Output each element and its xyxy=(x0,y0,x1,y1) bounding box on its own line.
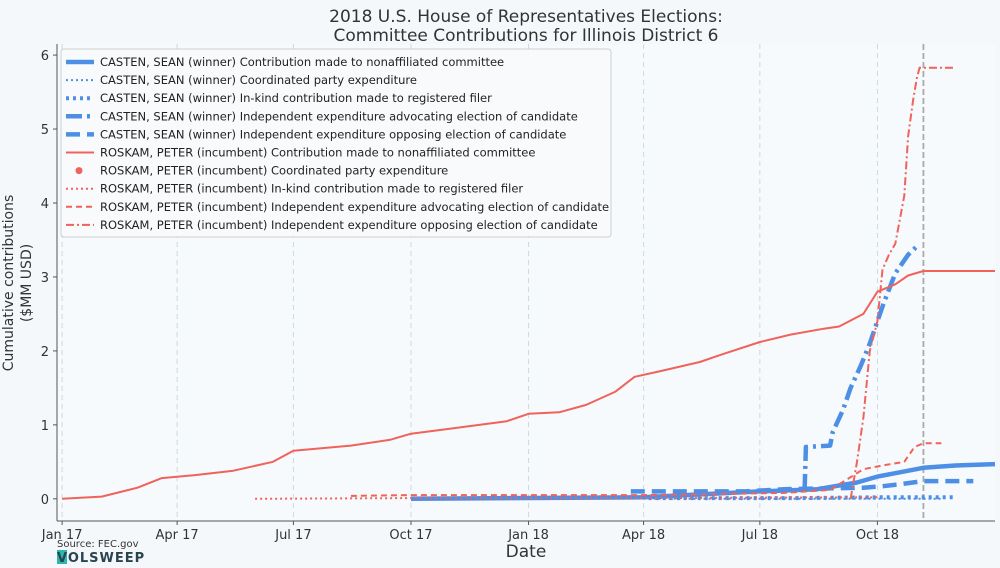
x-axis-label: Date xyxy=(506,542,547,562)
series-line-2 xyxy=(648,495,956,501)
x-tick-label: Oct 17 xyxy=(389,528,432,543)
grid-lines xyxy=(61,44,925,521)
series-lines xyxy=(62,66,996,502)
legend-entry-2: CASTEN, SEAN (winner) In-kind contributi… xyxy=(100,91,492,105)
series-line-5 xyxy=(62,270,995,500)
x-tick-label: Jul 17 xyxy=(274,528,311,543)
y-tick-label: 5 xyxy=(41,123,49,138)
y-tick-label: 4 xyxy=(41,197,49,212)
series-line-8 xyxy=(350,442,942,497)
legend-marker-6 xyxy=(75,167,83,175)
title-line: Committee Contributions for Illinois Dis… xyxy=(334,26,719,46)
legend-entry-9: ROSKAM, PETER (incumbent) Independent ex… xyxy=(100,218,598,232)
series-line-7 xyxy=(255,496,878,500)
y-tick-label: 0 xyxy=(41,493,49,508)
legend-box xyxy=(60,48,612,238)
x-tick-label: Apr 17 xyxy=(156,528,199,543)
logo-mark xyxy=(57,550,67,564)
title-line: 2018 U.S. House of Representatives Elect… xyxy=(329,7,723,27)
legend-entry-8: ROSKAM, PETER (incumbent) Independent ex… xyxy=(100,200,609,214)
x-tick-label: Jul 18 xyxy=(741,528,778,543)
legend-entry-6: ROSKAM, PETER (incumbent) Coordinated pa… xyxy=(100,164,448,178)
legend: CASTEN, SEAN (winner) Contribution made … xyxy=(60,48,612,238)
legend-entry-0: CASTEN, SEAN (winner) Contribution made … xyxy=(100,55,504,69)
y-tick-label: 6 xyxy=(41,49,49,64)
x-tick-label: Jan 18 xyxy=(507,528,549,543)
legend-entry-1: CASTEN, SEAN (winner) Coordinated party … xyxy=(100,73,417,87)
source-label: Source: FEC.gov xyxy=(57,539,139,550)
y-tick-label: 3 xyxy=(41,271,49,286)
legend-entry-5: ROSKAM, PETER (incumbent) Contribution m… xyxy=(100,146,535,160)
y-axis-label: Cumulative contributions xyxy=(1,195,17,372)
y-axis-label: ($MM USD) xyxy=(19,244,35,322)
y-tick-label: 2 xyxy=(41,345,49,360)
x-tick-label: Apr 18 xyxy=(622,528,665,543)
logo-text: VOLSWEEP xyxy=(57,551,145,566)
series-line-4 xyxy=(630,478,974,494)
x-tick-label: Oct 18 xyxy=(856,528,899,543)
axes: 0 1 2 3 4 5 6 Jan 17 Apr 17 Jul 17 Oct 17 Jan 18 Apr… xyxy=(1,44,995,562)
legend-entry-3: CASTEN, SEAN (winner) Independent expend… xyxy=(100,109,578,123)
x-tick-label: Jan 17 xyxy=(41,528,83,543)
legend-entry-4: CASTEN, SEAN (winner) Independent expend… xyxy=(100,127,566,141)
series-line-3 xyxy=(802,245,918,490)
legend-entry-7: ROSKAM, PETER (incumbent) In-kind contri… xyxy=(100,182,523,196)
chart-title: 2018 U.S. House of Representatives Elect… xyxy=(329,7,723,46)
y-tick-label: 1 xyxy=(41,419,49,434)
